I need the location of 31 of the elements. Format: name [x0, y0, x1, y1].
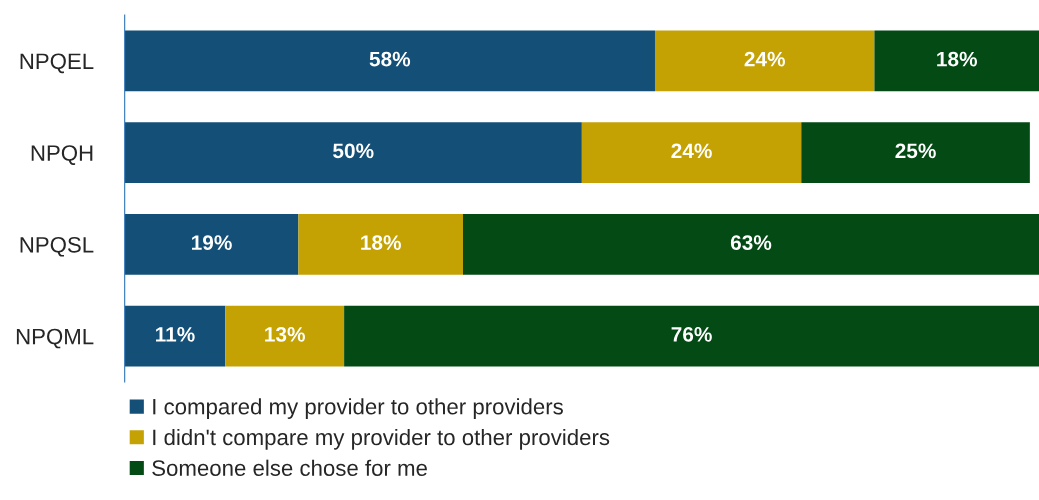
bar: [581, 122, 802, 183]
legend-label: I compared my provider to other providers: [153, 398, 563, 419]
y-tick-label: NPQML: [16, 328, 94, 349]
bar: [874, 30, 1039, 92]
data-label: 13%: [265, 326, 305, 342]
bar: [124, 305, 226, 367]
data-label: 25%: [895, 143, 936, 159]
bar: [654, 30, 875, 92]
data-label: 76%: [671, 326, 712, 342]
data-label: 24%: [671, 143, 712, 159]
data-label: 19%: [192, 235, 232, 250]
data-label: 18%: [937, 51, 978, 67]
data-label: 50%: [333, 143, 374, 159]
data-label: 11%: [156, 327, 195, 342]
bar: [225, 305, 345, 367]
data-label: 18%: [361, 235, 401, 250]
bar: [124, 30, 655, 92]
legend-label: I didn't compare my provider to other providers: [153, 428, 610, 450]
y-tick-label: NPQSL: [20, 236, 94, 257]
bar: [344, 305, 1039, 367]
data-label: 24%: [744, 51, 785, 67]
bar: [462, 214, 1039, 275]
data-label: 63%: [730, 235, 772, 250]
y-tick-label: NPQEL: [20, 53, 94, 74]
bar: [124, 214, 299, 275]
bar: [801, 122, 1030, 183]
bar: [124, 122, 582, 183]
y-tick-label: NPQH: [31, 145, 93, 165]
bar: [298, 214, 463, 275]
legend-label: Someone else chose for me: [152, 459, 427, 476]
data-label: 58%: [369, 51, 411, 67]
